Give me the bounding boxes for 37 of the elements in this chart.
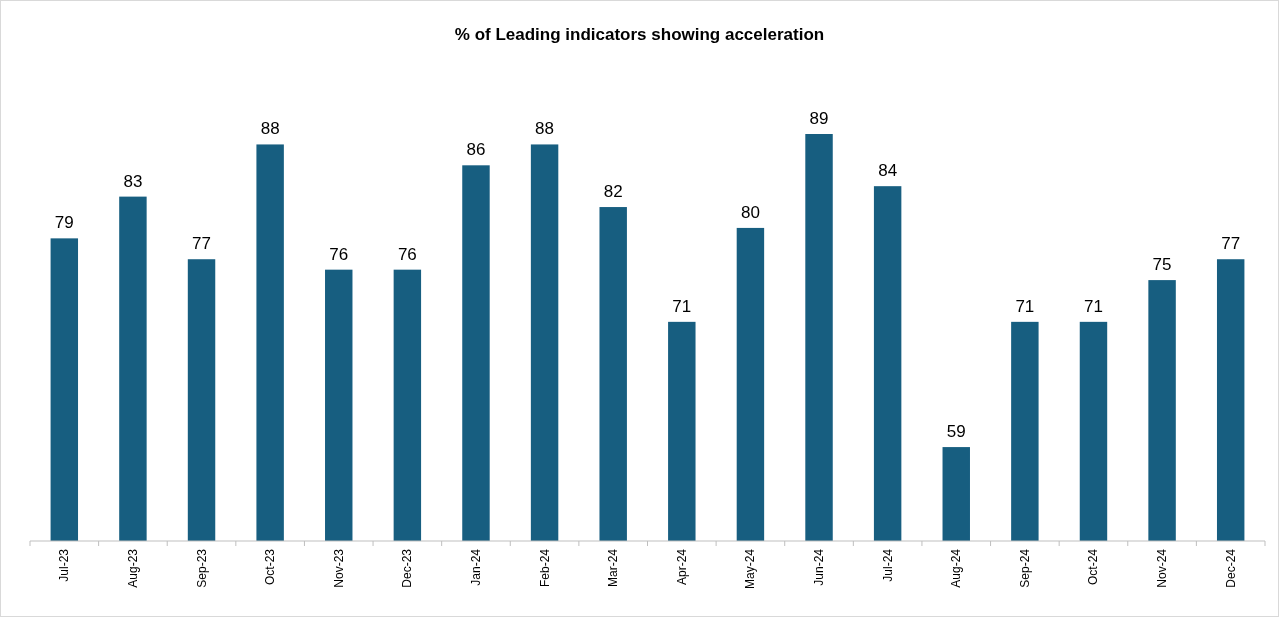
data-label: 71 (1015, 296, 1035, 316)
x-tick-label: Jul-23 (57, 548, 72, 582)
x-tick-label: Mar-24 (606, 548, 621, 588)
data-label: 82 (603, 182, 623, 202)
x-tick-label: Dec-24 (1223, 548, 1238, 588)
x-tick-label: Apr-24 (674, 548, 689, 586)
data-label: 76 (329, 244, 349, 264)
data-label: 71 (672, 296, 692, 316)
data-label: 88 (260, 119, 280, 139)
x-tick-label: Jan-24 (468, 548, 483, 586)
x-tick-label: Sep-24 (1017, 548, 1032, 588)
data-label: 79 (54, 213, 74, 233)
data-label: 77 (1221, 234, 1241, 254)
x-tick-label: Dec-23 (400, 548, 415, 588)
data-label: 76 (397, 244, 417, 264)
x-tick-label: May-24 (743, 548, 758, 590)
x-tick-label: Oct-24 (1086, 548, 1101, 586)
data-label: 77 (192, 234, 211, 254)
x-tick-label: Nov-24 (1155, 548, 1170, 588)
x-tick-label: Jul-24 (880, 548, 895, 582)
x-tick-label: Jun-24 (812, 548, 827, 586)
data-label: 71 (1084, 296, 1103, 316)
data-label: 88 (535, 119, 555, 139)
data-label: 84 (878, 161, 898, 181)
x-tick-label: Aug-23 (125, 548, 140, 588)
data-label: 75 (1152, 255, 1172, 275)
data-label: 83 (123, 171, 143, 191)
x-tick-label: Feb-24 (537, 548, 552, 588)
chart-title: % of Leading indicators showing acceleration (454, 25, 825, 44)
x-tick-label: Nov-23 (331, 548, 346, 588)
x-tick-label: Oct-23 (263, 548, 278, 586)
data-label: 59 (946, 422, 966, 442)
data-label: 86 (466, 140, 486, 160)
x-tick-label: Aug-24 (949, 548, 964, 588)
data-label: 80 (740, 202, 760, 222)
data-label: 89 (809, 109, 829, 128)
x-tick-label: Sep-23 (194, 548, 209, 588)
